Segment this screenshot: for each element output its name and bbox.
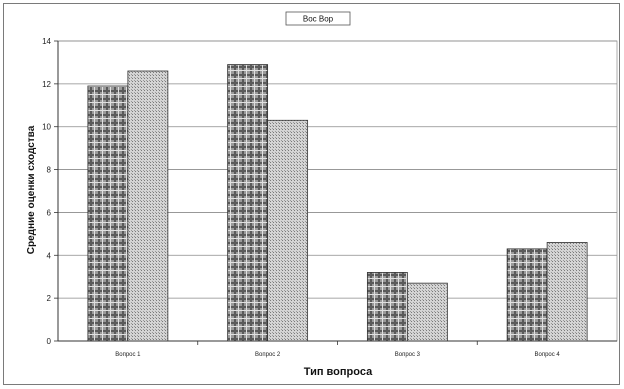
- x-tick-label: Вопрос 4: [534, 352, 560, 358]
- bar-series-2-2: [267, 119, 309, 342]
- legend: Вос Вор: [285, 11, 351, 26]
- x-tick-label: Вопрос 3: [395, 352, 421, 358]
- y-tick-label: 10: [42, 123, 51, 132]
- y-tick-label: 12: [42, 80, 51, 89]
- bar-series-2-1: [127, 70, 169, 342]
- x-tick-label: Вопрос 1: [115, 352, 141, 358]
- y-tick-label: 14: [42, 37, 51, 46]
- bar-series-2-3: [406, 282, 448, 342]
- y-axis-title: Средние оценки сходства: [26, 125, 37, 254]
- x-tick-label: Вопрос 2: [255, 352, 281, 358]
- plot-area: 0 2 4 6 8 10 12 14 Вопрос 1 Вопрос 2 Вопрос 3 Вопро…: [42, 37, 618, 358]
- y-tick-label: 0: [47, 337, 52, 346]
- bar-series-2-4: [546, 242, 588, 342]
- y-tick-label: 6: [47, 208, 52, 217]
- legend-label: Вос Вор: [303, 15, 334, 24]
- bar-series-1-4: [506, 248, 548, 342]
- x-axis-title: Тип вопроса: [304, 366, 373, 378]
- y-tick-label: 8: [47, 166, 52, 175]
- bar-series-1-1: [87, 85, 129, 342]
- bar-series-1-3: [366, 272, 408, 342]
- bar-series-1-2: [227, 64, 269, 342]
- y-tick-label: 4: [47, 251, 52, 260]
- y-tick-label: 2: [47, 294, 52, 303]
